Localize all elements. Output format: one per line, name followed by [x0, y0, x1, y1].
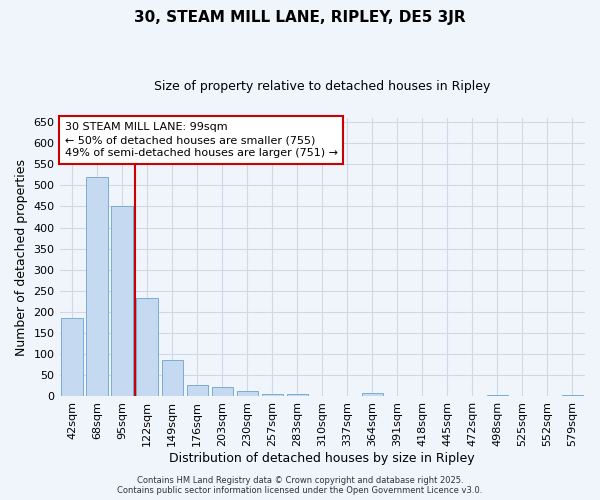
X-axis label: Distribution of detached houses by size in Ripley: Distribution of detached houses by size …: [169, 452, 475, 465]
Y-axis label: Number of detached properties: Number of detached properties: [15, 158, 28, 356]
Bar: [187, 385, 208, 396]
Bar: [136, 298, 158, 396]
Bar: [362, 393, 383, 396]
Bar: [487, 395, 508, 396]
Bar: [262, 394, 283, 396]
Text: 30 STEAM MILL LANE: 99sqm
← 50% of detached houses are smaller (755)
49% of semi: 30 STEAM MILL LANE: 99sqm ← 50% of detac…: [65, 122, 338, 158]
Text: 30, STEAM MILL LANE, RIPLEY, DE5 3JR: 30, STEAM MILL LANE, RIPLEY, DE5 3JR: [134, 10, 466, 25]
Bar: [236, 391, 258, 396]
Title: Size of property relative to detached houses in Ripley: Size of property relative to detached ho…: [154, 80, 490, 93]
Bar: [112, 206, 133, 396]
Text: Contains HM Land Registry data © Crown copyright and database right 2025.
Contai: Contains HM Land Registry data © Crown c…: [118, 476, 482, 495]
Bar: [161, 360, 183, 397]
Bar: [562, 395, 583, 396]
Bar: [86, 177, 108, 396]
Bar: [287, 394, 308, 396]
Bar: [212, 387, 233, 396]
Bar: [61, 318, 83, 396]
